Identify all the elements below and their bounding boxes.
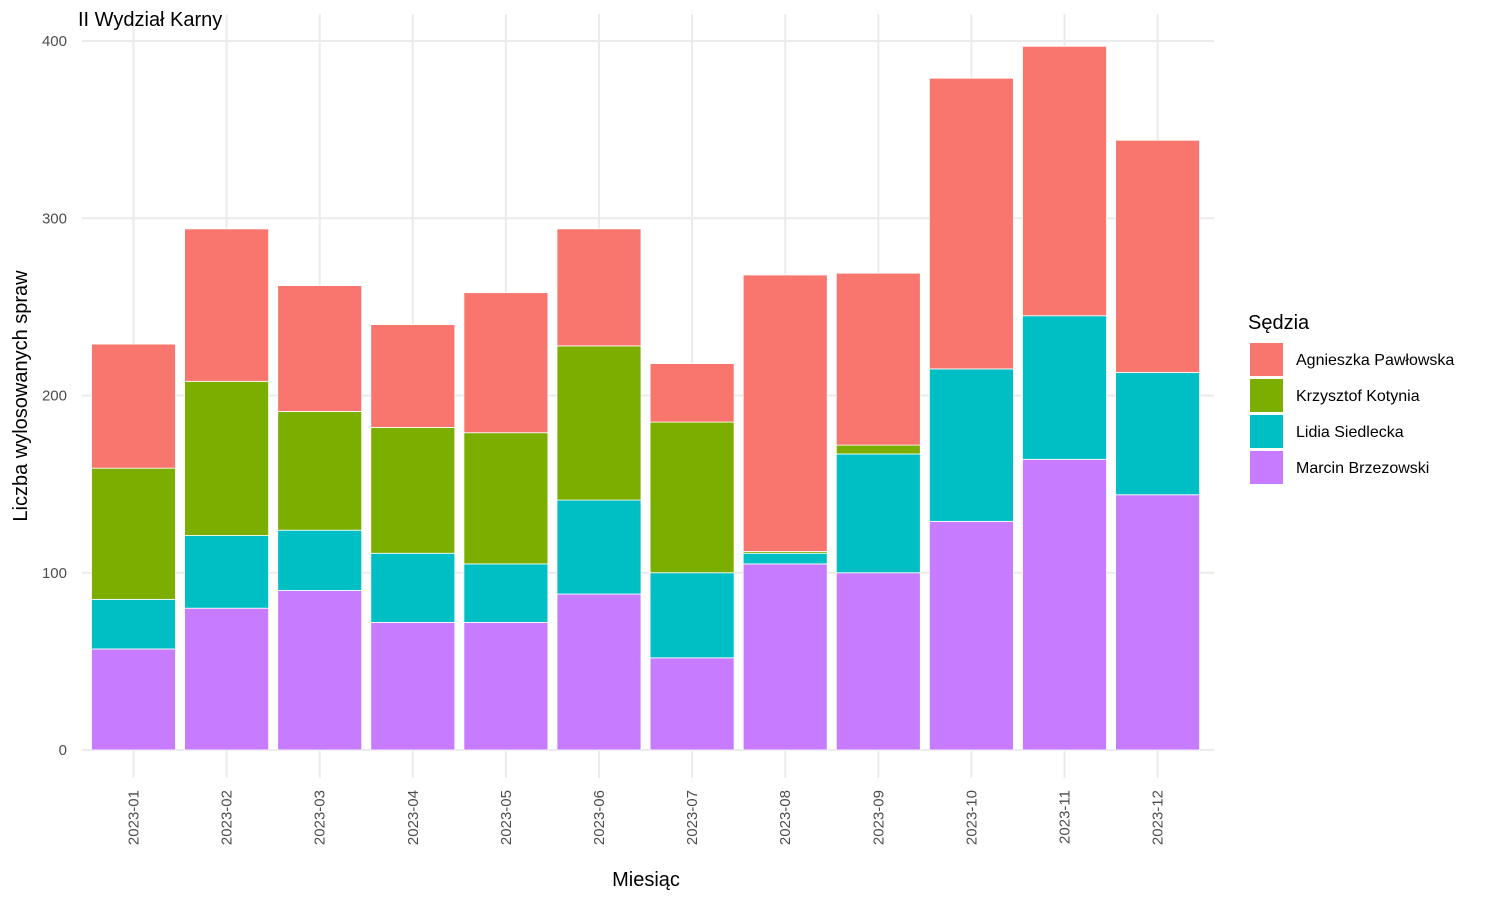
legend-swatch <box>1250 343 1283 376</box>
x-tick-label: 2023-11 <box>1057 790 1074 844</box>
bar-lidia-siedlecka <box>277 529 363 591</box>
bar-marcin-brzezowski <box>929 520 1014 751</box>
bars-layer <box>91 45 1200 751</box>
legend-label: Krzysztof Kotynia <box>1296 388 1420 405</box>
x-tick-label: 2023-06 <box>591 790 608 845</box>
y-tick-label: 300 <box>42 210 67 227</box>
bar-marcin-brzezowski <box>742 563 828 751</box>
bar-marcin-brzezowski <box>1022 458 1107 751</box>
x-tick-label: 2023-07 <box>684 790 701 845</box>
bar-agnieszka-pawlowska <box>184 228 270 382</box>
bar-lidia-siedlecka <box>556 499 642 595</box>
bar-krzysztof-kotynia <box>649 421 735 574</box>
bar-agnieszka-pawlowska <box>277 285 363 412</box>
legend-item-lidia-siedlecka: Lidia Siedlecka <box>1250 415 1404 448</box>
y-axis-tick-labels: 0 100 200 300 400 <box>42 33 67 759</box>
bar-krzysztof-kotynia <box>184 380 270 536</box>
bar-marcin-brzezowski <box>556 593 642 751</box>
bar-krzysztof-kotynia <box>91 467 176 600</box>
legend: Sędzia Agnieszka Pawłowska Krzysztof Koty… <box>1248 312 1454 484</box>
bar-stack <box>742 274 828 751</box>
legend-item-agnieszka-pawlowska: Agnieszka Pawłowska <box>1250 343 1454 376</box>
x-tick-label: 2023-12 <box>1150 790 1167 845</box>
bar-stack <box>277 285 363 751</box>
bar-krzysztof-kotynia <box>556 345 642 501</box>
bar-stack <box>91 343 176 751</box>
bar-lidia-siedlecka <box>370 552 456 623</box>
bar-stack <box>556 228 642 751</box>
bar-stack <box>184 228 270 751</box>
bar-agnieszka-pawlowska <box>556 228 642 347</box>
bar-marcin-brzezowski <box>370 621 456 751</box>
bar-agnieszka-pawlowska <box>463 292 549 434</box>
legend-items: Agnieszka Pawłowska Krzysztof Kotynia Lidi… <box>1250 343 1454 484</box>
bar-marcin-brzezowski <box>1115 494 1200 751</box>
x-tick-label: 2023-08 <box>777 790 794 845</box>
bar-agnieszka-pawlowska <box>1022 45 1107 317</box>
bar-agnieszka-pawlowska <box>742 274 828 552</box>
bar-marcin-brzezowski <box>91 648 176 751</box>
bar-lidia-siedlecka <box>1115 372 1200 496</box>
bar-stack <box>463 292 549 751</box>
bar-stack <box>649 363 735 751</box>
x-tick-label: 2023-05 <box>498 790 515 845</box>
x-tick-label: 2023-09 <box>870 790 887 845</box>
x-tick-label: 2023-02 <box>219 790 236 845</box>
y-tick-label: 0 <box>59 742 67 759</box>
bar-lidia-siedlecka <box>742 552 828 565</box>
bar-lidia-siedlecka <box>1022 315 1107 460</box>
bar-krzysztof-kotynia <box>277 411 363 531</box>
y-tick-label: 400 <box>42 33 67 50</box>
bar-krzysztof-kotynia <box>370 427 456 554</box>
y-axis-title: Liczba wylosowanych spraw <box>10 270 32 522</box>
bar-lidia-siedlecka <box>184 535 270 609</box>
x-axis-tick-labels: 2023-01 2023-02 2023-03 2023-04 2023-05 2023-… <box>126 790 1167 845</box>
bar-agnieszka-pawlowska <box>1115 139 1200 373</box>
bar-lidia-siedlecka <box>91 598 176 650</box>
bar-agnieszka-pawlowska <box>91 343 176 469</box>
bar-marcin-brzezowski <box>463 621 549 751</box>
chart-title: II Wydział Karny <box>78 9 222 31</box>
x-tick-label: 2023-01 <box>126 790 143 845</box>
x-tick-label: 2023-10 <box>963 790 980 845</box>
bar-agnieszka-pawlowska <box>929 77 1014 370</box>
legend-swatch <box>1250 451 1283 484</box>
bar-agnieszka-pawlowska <box>835 272 921 446</box>
bar-marcin-brzezowski <box>277 590 363 751</box>
x-tick-label: 2023-03 <box>312 790 329 845</box>
bar-lidia-siedlecka <box>463 563 549 623</box>
bar-stack <box>929 77 1014 751</box>
legend-label: Agnieszka Pawłowska <box>1296 352 1454 369</box>
x-axis-title: Miesiąc <box>612 869 680 891</box>
bar-agnieszka-pawlowska <box>649 363 735 423</box>
bar-marcin-brzezowski <box>649 657 735 751</box>
bar-stack <box>835 272 921 751</box>
legend-swatch <box>1250 379 1283 412</box>
legend-label: Marcin Brzezowski <box>1296 460 1429 477</box>
y-tick-label: 100 <box>42 565 67 582</box>
bar-lidia-siedlecka <box>835 453 921 574</box>
bar-stack <box>1022 45 1107 751</box>
legend-swatch <box>1250 415 1283 448</box>
legend-title: Sędzia <box>1248 312 1310 334</box>
bar-lidia-siedlecka <box>929 368 1014 522</box>
bar-stack <box>370 324 456 751</box>
legend-item-marcin-brzezowski: Marcin Brzezowski <box>1250 451 1429 484</box>
bar-lidia-siedlecka <box>649 572 735 659</box>
y-tick-label: 200 <box>42 388 67 405</box>
bar-agnieszka-pawlowska <box>370 324 456 428</box>
bar-krzysztof-kotynia <box>835 444 921 455</box>
x-tick-label: 2023-04 <box>405 790 422 845</box>
bar-marcin-brzezowski <box>835 572 921 751</box>
bar-stack <box>1115 139 1200 751</box>
bar-krzysztof-kotynia <box>463 432 549 565</box>
bar-marcin-brzezowski <box>184 607 270 751</box>
legend-label: Lidia Siedlecka <box>1296 424 1404 441</box>
legend-item-krzysztof-kotynia: Krzysztof Kotynia <box>1250 379 1420 412</box>
